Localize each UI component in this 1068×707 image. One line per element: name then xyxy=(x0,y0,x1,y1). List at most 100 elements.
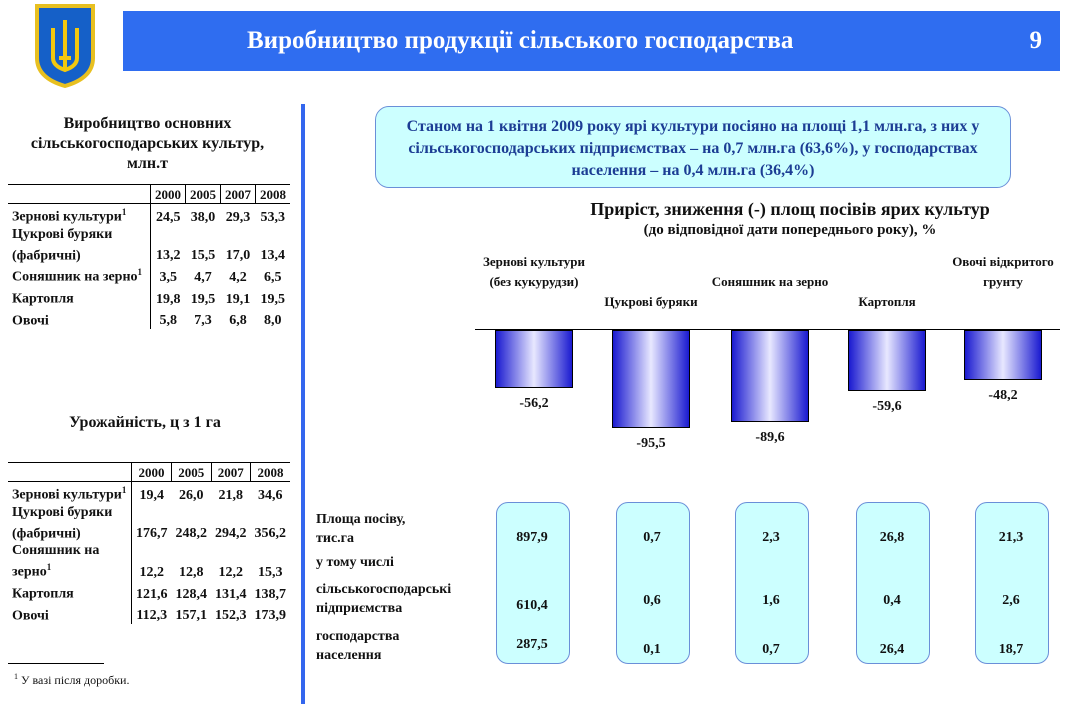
production-title: Виробництво основних сільськогосподарськ… xyxy=(30,115,265,172)
cell-value: 13,2 xyxy=(156,248,181,264)
footnote-rule xyxy=(8,663,104,664)
cell-value: 19,1 xyxy=(225,291,251,307)
category-label: Зернові культури (без кукурудзи) xyxy=(482,254,585,289)
area-box xyxy=(496,502,570,664)
cell-value: 17,0 xyxy=(225,248,251,264)
divider xyxy=(301,104,305,704)
row-label: Цукрові буряки (фабричні) xyxy=(8,503,132,543)
info-box: Станом на 1 квітня 2009 року ярі культур… xyxy=(375,106,1011,188)
row-label-total: Площа посіву, тис.га xyxy=(316,512,406,546)
chart-subtitle: (до відповідної дати попереднього року),… xyxy=(643,222,937,238)
bar xyxy=(848,330,926,392)
enterprises-value: 610,4 xyxy=(516,598,548,613)
category-label: Овочі відкритого грунту xyxy=(952,254,1054,289)
row-label: Соняшник на зерно1 xyxy=(8,542,132,581)
bar xyxy=(495,330,573,388)
area-box xyxy=(856,502,930,664)
data-label: -95,5 xyxy=(636,436,666,452)
header-banner: Виробництво продукції сільського господа… xyxy=(123,11,1060,71)
total-value: 0,7 xyxy=(643,530,661,545)
enterprises-value: 1,6 xyxy=(762,593,780,608)
data-label: -89,6 xyxy=(755,430,785,446)
yield-table: 2000 2005 2007 2008 Зернові культури1 19,4 26,… xyxy=(8,462,290,625)
year-header: 2008 xyxy=(250,462,290,482)
cell-value: 157,1 xyxy=(175,608,208,624)
category-label: Соняшник на зерно xyxy=(711,274,829,289)
year-header: 2005 xyxy=(185,184,221,204)
households-value: 287,5 xyxy=(516,637,548,652)
bar xyxy=(612,330,690,429)
cell-value: 12,2 xyxy=(139,564,165,580)
cell-value: 15,3 xyxy=(258,564,283,580)
row-label-households: господарства населення xyxy=(316,629,400,663)
data-label: -59,6 xyxy=(872,399,902,415)
bar xyxy=(731,330,809,423)
cell-value: 38,0 xyxy=(190,209,216,225)
cell-value: 15,5 xyxy=(190,248,216,264)
area-box xyxy=(735,502,809,664)
bar xyxy=(964,330,1042,380)
table-row: Цукрові буряки (фабричні) 176,7 248,2 294,2… xyxy=(8,503,290,543)
cell-value: 8,0 xyxy=(264,313,282,329)
cell-value: 53,3 xyxy=(260,209,286,225)
cell-value: 152,3 xyxy=(215,608,247,624)
year-header: 2005 xyxy=(171,462,211,482)
households-value: 0,1 xyxy=(643,642,661,657)
header-empty xyxy=(8,184,151,204)
row-label-enterprises: сільськогосподарські підприємства xyxy=(316,582,452,616)
cell-value: 356,2 xyxy=(254,526,287,542)
cell-value: 21,8 xyxy=(218,487,244,503)
row-label: Овочі xyxy=(8,307,151,330)
table-row: Овочі 5,8 7,3 6,8 8,0 xyxy=(8,307,290,330)
cell-value: 29,3 xyxy=(225,209,251,225)
households-value: 26,4 xyxy=(879,642,905,657)
enterprises-value: 0,6 xyxy=(643,593,661,608)
table-row: Картопля 121,6 128,4 131,4 138,7 xyxy=(8,580,290,603)
chart-axis xyxy=(475,329,1060,330)
year-header: 2007 xyxy=(210,462,251,482)
enterprises-value: 2,6 xyxy=(1002,593,1020,608)
cell-value: 176,7 xyxy=(136,526,168,542)
cell-value: 4,7 xyxy=(194,269,212,285)
data-label: -56,2 xyxy=(519,395,549,411)
cell-value: 248,2 xyxy=(175,526,208,542)
table-row: Зернові культури1 19,4 26,0 21,8 34,6 xyxy=(8,481,290,504)
row-label: Картопля xyxy=(8,285,151,308)
cell-value: 5,8 xyxy=(159,313,178,329)
row-label: Соняшник на зерно1 xyxy=(8,264,151,286)
footnote: 1 У вазі після доробки. xyxy=(14,672,130,687)
cell-value: 294,2 xyxy=(215,526,247,542)
cell-value: 3,5 xyxy=(159,269,178,285)
area-box xyxy=(616,502,690,664)
row-label-incl: у тому числі xyxy=(316,555,394,570)
cell-value: 6,8 xyxy=(229,313,247,329)
cell-value: 6,5 xyxy=(264,269,282,285)
cell-value: 128,4 xyxy=(175,586,208,602)
row-label: Овочі xyxy=(8,602,132,625)
cell-value: 4,2 xyxy=(229,269,247,285)
table-row: Овочі 112,3 157,1 152,3 173,9 xyxy=(8,602,290,625)
cell-value: 19,4 xyxy=(139,487,165,503)
total-value: 2,3 xyxy=(762,530,780,545)
table-row: Зернові культури1 24,5 38,0 29,3 53,3 xyxy=(8,203,290,226)
year-header: 2007 xyxy=(220,184,256,204)
area-box xyxy=(975,502,1049,664)
table-row: Соняшник на зерно1 3,5 4,7 4,2 6,5 xyxy=(8,264,290,286)
cell-value: 7,3 xyxy=(194,313,212,329)
cell-value: 131,4 xyxy=(215,586,247,602)
cell-value: 19,5 xyxy=(190,291,216,307)
yield-title: Урожайність, ц з 1 га xyxy=(69,414,221,431)
table-row: Соняшник на зерно1 12,2 12,8 12,2 15,3 xyxy=(8,542,290,581)
row-label: Зернові культури1 xyxy=(8,481,132,504)
cell-value: 34,6 xyxy=(258,487,283,503)
coat-of-arms-logo xyxy=(33,2,97,89)
cell-value: 173,9 xyxy=(254,608,287,624)
enterprises-value: 0,4 xyxy=(883,593,901,608)
page-number: 9 xyxy=(1029,27,1043,54)
row-label: Цукрові буряки (фабричні) xyxy=(8,225,151,265)
category-label: Картопля xyxy=(858,294,916,309)
chart-title: Приріст, зниження (-) площ посівів ярих … xyxy=(590,199,990,219)
table-row: Цукрові буряки (фабричні) 13,2 15,5 17,0 13,… xyxy=(8,225,290,265)
total-value: 21,3 xyxy=(998,530,1024,545)
cell-value: 13,4 xyxy=(260,248,286,264)
